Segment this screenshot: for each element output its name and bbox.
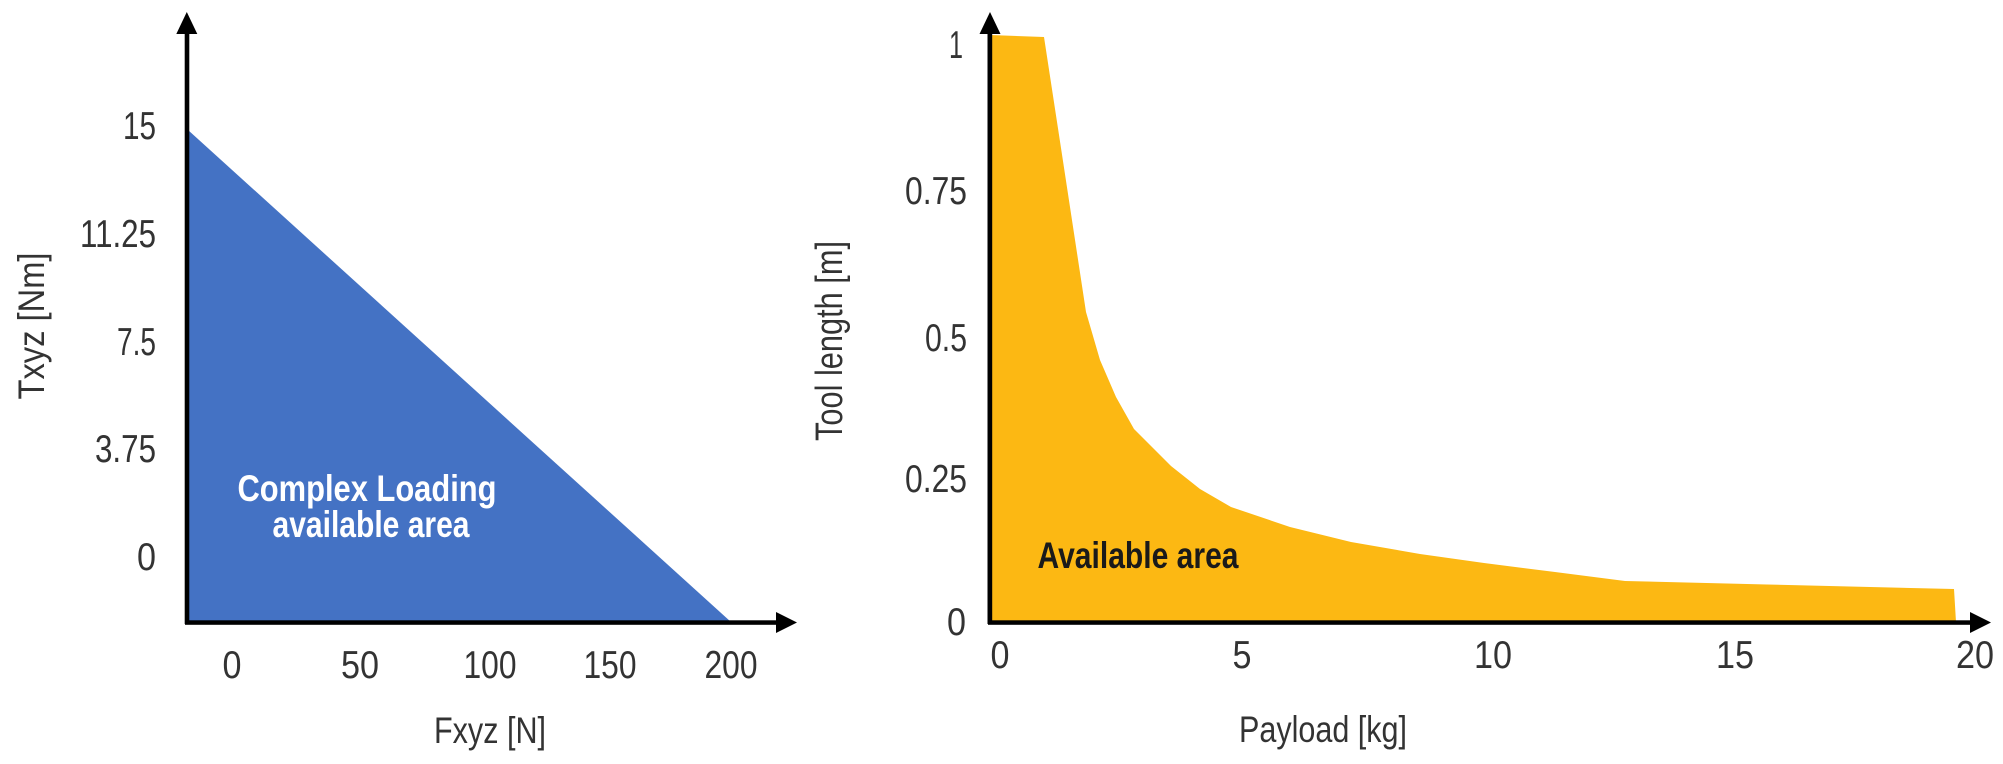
svg-text:3.75: 3.75 — [95, 428, 156, 471]
svg-text:150: 150 — [584, 644, 637, 687]
svg-text:0.5: 0.5 — [925, 317, 967, 360]
svg-text:available area: available area — [273, 504, 470, 545]
svg-text:Payload [kg]: Payload [kg] — [1239, 709, 1407, 750]
svg-text:Tool length [m]: Tool length [m] — [809, 241, 851, 441]
svg-text:0: 0 — [223, 644, 242, 687]
svg-text:Txyz [Nm]: Txyz [Nm] — [11, 253, 52, 400]
svg-text:200: 200 — [705, 644, 758, 687]
svg-text:15: 15 — [1716, 634, 1754, 677]
svg-text:0: 0 — [137, 536, 156, 579]
svg-text:10: 10 — [1474, 634, 1512, 677]
svg-text:20: 20 — [1956, 634, 1994, 677]
svg-text:0: 0 — [947, 601, 966, 644]
svg-text:100: 100 — [464, 644, 517, 687]
svg-text:15: 15 — [123, 105, 156, 148]
svg-text:50: 50 — [341, 644, 379, 687]
svg-text:Available area: Available area — [1038, 535, 1239, 576]
svg-text:1: 1 — [949, 24, 963, 67]
svg-text:11.25: 11.25 — [80, 213, 156, 256]
svg-text:0.25: 0.25 — [905, 458, 967, 501]
svg-text:Complex Loading: Complex Loading — [238, 468, 497, 509]
svg-text:Fxyz [N]: Fxyz [N] — [434, 710, 546, 751]
svg-text:0: 0 — [991, 634, 1010, 677]
svg-text:5: 5 — [1233, 634, 1252, 677]
svg-text:7.5: 7.5 — [117, 321, 156, 364]
svg-text:0.75: 0.75 — [905, 170, 967, 213]
